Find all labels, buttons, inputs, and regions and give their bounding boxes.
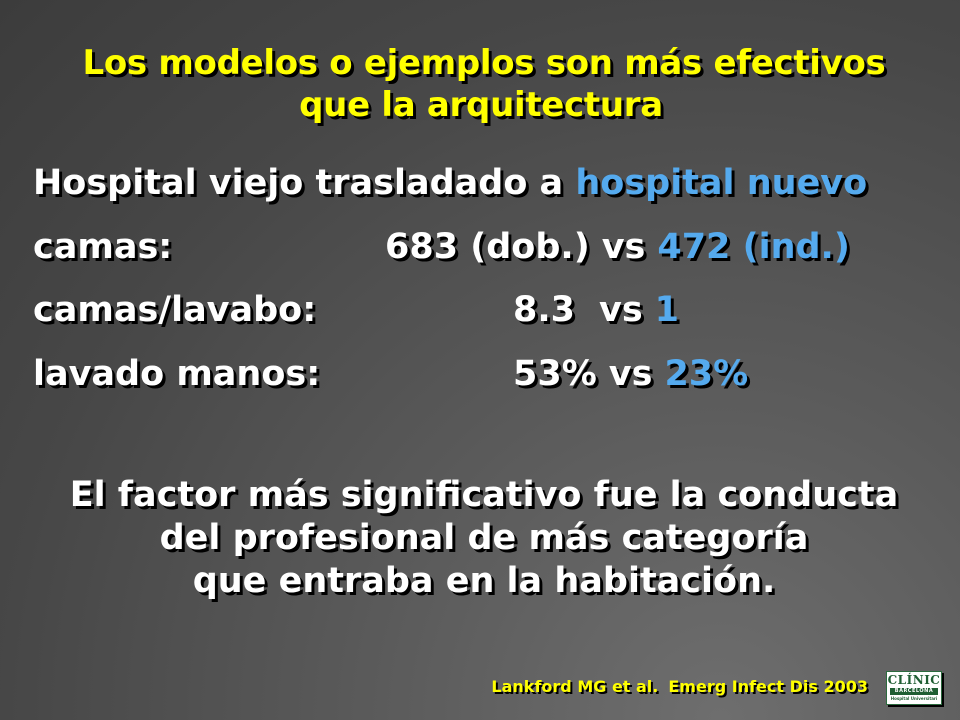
row-values: 53% vs 23%: [513, 354, 748, 394]
row-label: camas:: [33, 227, 173, 267]
row-label: camas/lavabo:: [33, 290, 317, 330]
logo-subtitle: Hospital Universitari: [890, 696, 938, 701]
slide-title: Los modelos o ejemplos son más efectivos…: [0, 42, 960, 126]
clinic-barcelona-logo: CLÍNIC BARCELONA Hospital Universitari: [886, 671, 942, 705]
conclusion-line-1: El factor más significativo fue la condu…: [69, 475, 899, 515]
citation-authors: Lankford MG et al.: [491, 677, 659, 696]
logo-name: CLÍNIC: [887, 673, 941, 687]
old-value: 8.3: [513, 290, 576, 330]
comparison-heading: Hospital viejo trasladado a hospital nue…: [33, 163, 867, 203]
new-value: 1: [654, 290, 680, 330]
new-value: 23%: [664, 354, 749, 394]
vs-text: vs: [599, 290, 643, 330]
new-value: 472 (ind.): [657, 227, 850, 267]
old-value: 53%: [513, 354, 597, 394]
citation: Lankford MG et al. Emerg Infect Dis 2003: [491, 677, 868, 696]
citation-journal: Emerg Infect Dis 2003: [668, 677, 868, 696]
heading-prefix: Hospital viejo trasladado a: [33, 163, 564, 203]
old-value: 683 (dob.): [385, 227, 590, 267]
conclusion-text: El factor más significativo fue la condu…: [0, 474, 960, 603]
conclusion-line-2: del profesional de más categoría: [159, 518, 809, 558]
row-label: lavado manos:: [33, 354, 321, 394]
vs-text: vs: [608, 354, 653, 394]
heading-highlight: hospital nuevo: [575, 163, 868, 203]
row-values: 8.3 vs 1: [513, 290, 679, 330]
slide-title-line-2: que la arquitectura: [299, 85, 663, 125]
vs-text: vs: [601, 227, 646, 267]
conclusion-line-3: que entraba en la habitación.: [192, 561, 776, 601]
row-values: 683 (dob.) vs 472 (ind.): [385, 227, 850, 267]
logo-band: BARCELONA: [890, 688, 938, 695]
slide-title-line-1: Los modelos o ejemplos son más efectivos: [82, 43, 886, 83]
